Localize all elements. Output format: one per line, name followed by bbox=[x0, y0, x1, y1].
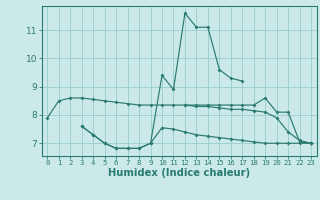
X-axis label: Humidex (Indice chaleur): Humidex (Indice chaleur) bbox=[108, 168, 250, 178]
